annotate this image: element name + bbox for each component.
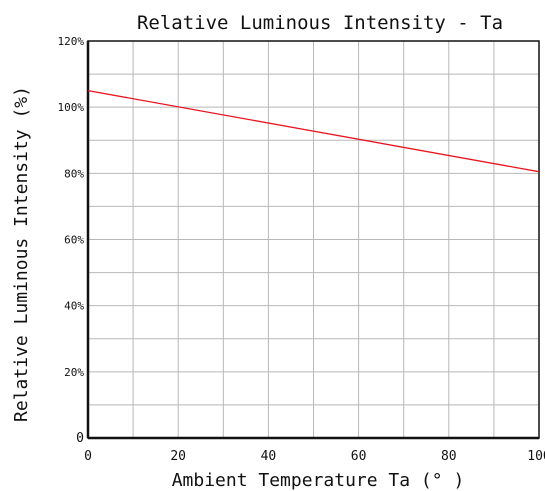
x-tick-label: 20 (170, 449, 186, 464)
y-tick-label: 40% (64, 300, 84, 313)
x-tick-label: 100 (527, 449, 545, 464)
x-tick-label: 80 (441, 449, 457, 464)
series-group (87, 89, 540, 173)
y-tick-label: 80% (64, 167, 84, 180)
grid (88, 41, 539, 438)
y-axis-label: Relative Luminous Intensity (%) (11, 86, 32, 422)
x-tick-label: 60 (351, 449, 367, 464)
series-line (87, 89, 540, 173)
y-axis-line (86, 41, 539, 440)
y-tick-label: 0 (76, 431, 84, 446)
x-axis-label: Ambient Temperature Ta (° ) (172, 470, 465, 491)
y-tick-label: 20% (64, 366, 84, 379)
y-tick-label: 120% (58, 35, 85, 48)
y-tick-label: 60% (64, 234, 84, 247)
x-tick-label: 0 (84, 449, 92, 464)
chart-title: Relative Luminous Intensity - Ta (137, 12, 503, 34)
x-tick-label: 40 (261, 449, 277, 464)
y-tick-labels: 0 20% 40% 60% 80% 100% 120% (58, 35, 85, 446)
y-tick-label: 100% (58, 101, 85, 114)
x-tick-labels: 0 20 40 60 80 100 (84, 449, 545, 464)
